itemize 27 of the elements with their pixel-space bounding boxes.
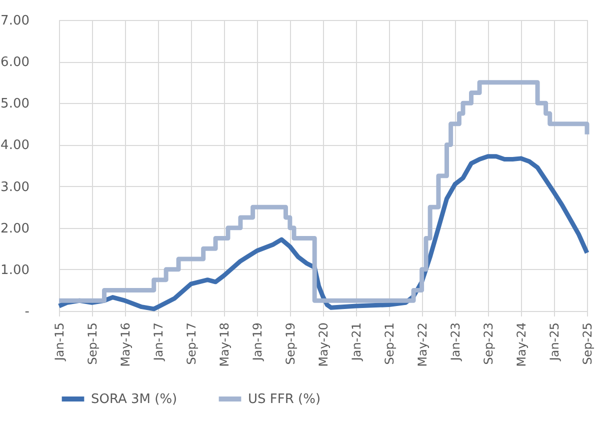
x-tick-label: Sep-23 <box>481 322 496 365</box>
legend-label: US FFR (%) <box>248 392 321 407</box>
x-tick-label: Jan-19 <box>250 322 264 362</box>
x-tick-label: Sep-15 <box>85 322 100 365</box>
y-tick-label: - <box>24 304 30 320</box>
y-tick-label: 3.00 <box>0 180 30 195</box>
x-tick-label: Sep-21 <box>382 322 396 365</box>
x-tick-label: May-24 <box>514 322 528 367</box>
x-tick-label: May-20 <box>316 322 330 367</box>
y-tick-label: 5.00 <box>0 96 30 112</box>
x-tick-label: Jan-15 <box>52 322 66 362</box>
x-tick-label: May-22 <box>415 322 430 367</box>
x-tick-label: Jan-17 <box>152 322 166 362</box>
x-tick-label: Jan-23 <box>448 322 462 362</box>
x-tick-label: May-18 <box>217 322 232 367</box>
x-tick-label: Sep-19 <box>283 322 298 365</box>
y-tick-label: 6.00 <box>0 55 30 70</box>
x-tick-label: Jan-21 <box>350 322 364 362</box>
x-tick-label: Jan-25 <box>548 322 562 362</box>
y-tick-label: 2.00 <box>0 221 30 236</box>
y-tick-label: 4.00 <box>0 138 30 154</box>
y-tick-label: 7.00 <box>0 14 30 28</box>
y-tick-label: 1.00 <box>0 262 30 278</box>
x-tick-label: Sep-17 <box>184 322 198 365</box>
x-tick-label: Sep-25 <box>580 322 594 365</box>
legend-label: SORA 3M (%) <box>91 392 178 407</box>
x-tick-label: May-16 <box>118 322 132 367</box>
